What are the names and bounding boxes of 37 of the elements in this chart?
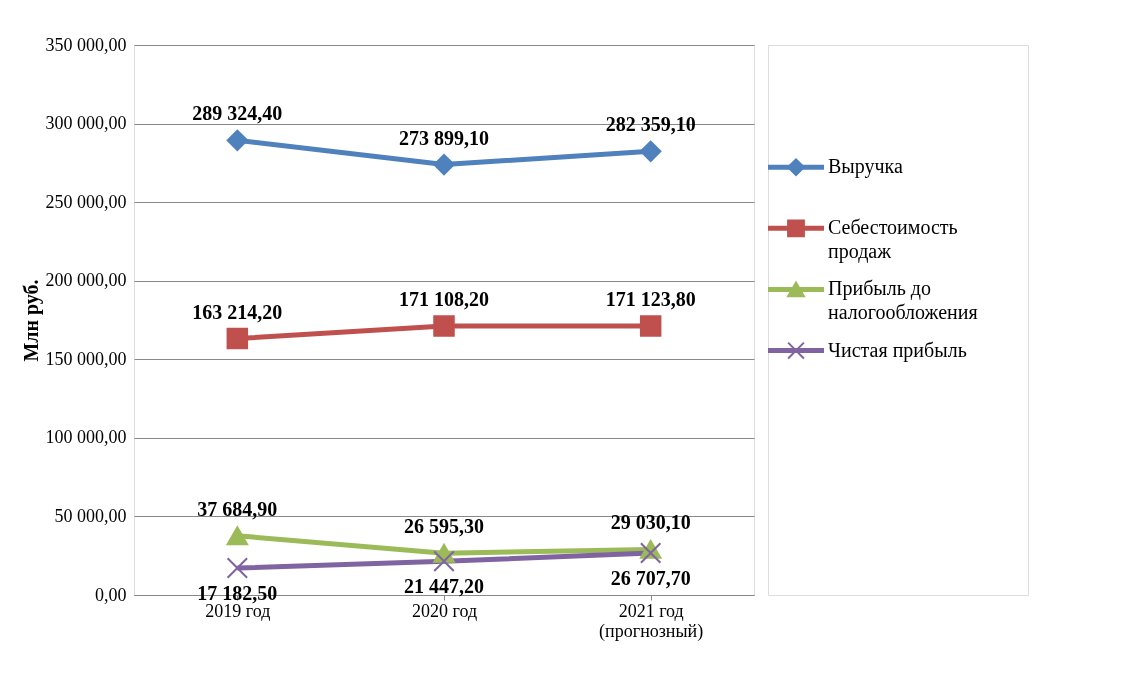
point xyxy=(226,526,249,546)
point xyxy=(639,140,662,163)
point xyxy=(226,327,249,350)
point xyxy=(433,315,455,337)
y-tick-label: 200 000,00 xyxy=(45,270,127,291)
data-label: 282 359,10 xyxy=(605,113,696,136)
point xyxy=(226,129,249,152)
legend-label: Себестоимость продаж xyxy=(828,216,958,264)
data-label: 26 595,30 xyxy=(404,515,484,538)
y-tick-label: 350 000,00 xyxy=(45,34,127,55)
legend-label: Прибыль до налогообложения xyxy=(828,277,978,324)
point xyxy=(639,315,662,337)
data-label: 273 899,10 xyxy=(399,126,489,149)
data-label: 26 707,70 xyxy=(610,567,691,590)
data-label: 171 123,80 xyxy=(605,288,696,311)
y-tick-label: 250 000,00 xyxy=(45,191,127,212)
y-axis-title: Млн руб. xyxy=(19,279,43,362)
y-tick-label: 0,00 xyxy=(95,584,127,605)
data-label: 29 030,10 xyxy=(610,511,691,534)
legend-label: Выручка xyxy=(828,155,903,179)
x-tick-label: 2020 год xyxy=(411,600,478,621)
y-tick-label: 50 000,00 xyxy=(54,505,127,526)
x-tick-label: 2021 год (прогнозный) xyxy=(599,600,704,642)
point xyxy=(226,557,249,579)
data-label: 21 447,20 xyxy=(404,575,484,598)
y-tick-label: 150 000,00 xyxy=(45,348,127,369)
data-label: 171 108,20 xyxy=(399,288,489,311)
data-label: 289 324,40 xyxy=(192,102,283,125)
y-tick-label: 300 000,00 xyxy=(45,113,127,134)
legend-label: Чистая прибыль xyxy=(828,338,967,362)
point xyxy=(433,550,455,573)
data-label: 17 182,50 xyxy=(197,582,278,604)
data-label: 163 214,20 xyxy=(192,300,283,323)
data-label: 37 684,90 xyxy=(197,497,278,520)
point xyxy=(433,153,455,176)
y-tick-label: 100 000,00 xyxy=(45,427,127,448)
point xyxy=(639,542,662,564)
